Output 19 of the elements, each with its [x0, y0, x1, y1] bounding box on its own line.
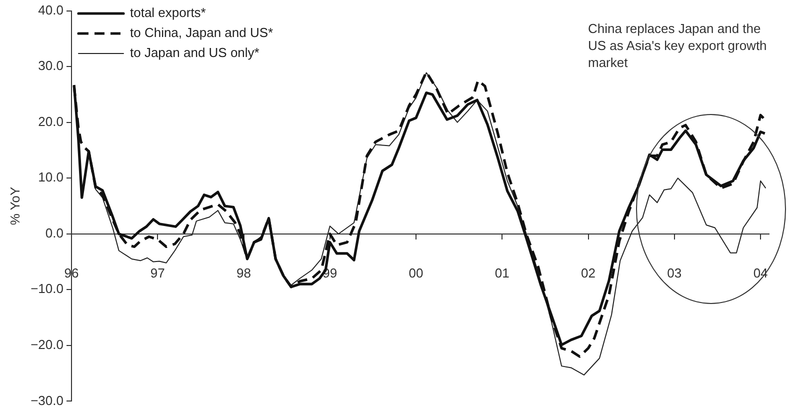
y-tick-label: 0.0: [45, 225, 64, 240]
y-tick-label: 30.0: [38, 58, 64, 74]
annotation: China replaces Japan and the US as Asia's key export growth market: [588, 20, 768, 71]
y-tick-label: −10.0: [30, 281, 64, 296]
legend-label: to Japan and US only*: [130, 45, 260, 60]
y-tick-label: −30.0: [30, 392, 64, 408]
y-axis-title: % YoY: [7, 186, 22, 226]
x-tick-label: 01: [494, 265, 510, 280]
y-tick-label: 10.0: [38, 170, 64, 185]
legend-label: total exports*: [130, 5, 206, 20]
x-tick-label: 97: [150, 265, 165, 280]
y-tick-label: 40.0: [38, 2, 64, 18]
x-tick-label: 98: [236, 265, 251, 280]
y-tick-label: 20.0: [38, 114, 64, 129]
x-tick-label: 00: [408, 265, 424, 280]
x-tick-label: 02: [581, 265, 596, 280]
x-tick-label: 03: [667, 265, 682, 280]
legend-label: to China, Japan and US*: [130, 25, 274, 40]
y-tick-label: −20.0: [30, 337, 64, 352]
